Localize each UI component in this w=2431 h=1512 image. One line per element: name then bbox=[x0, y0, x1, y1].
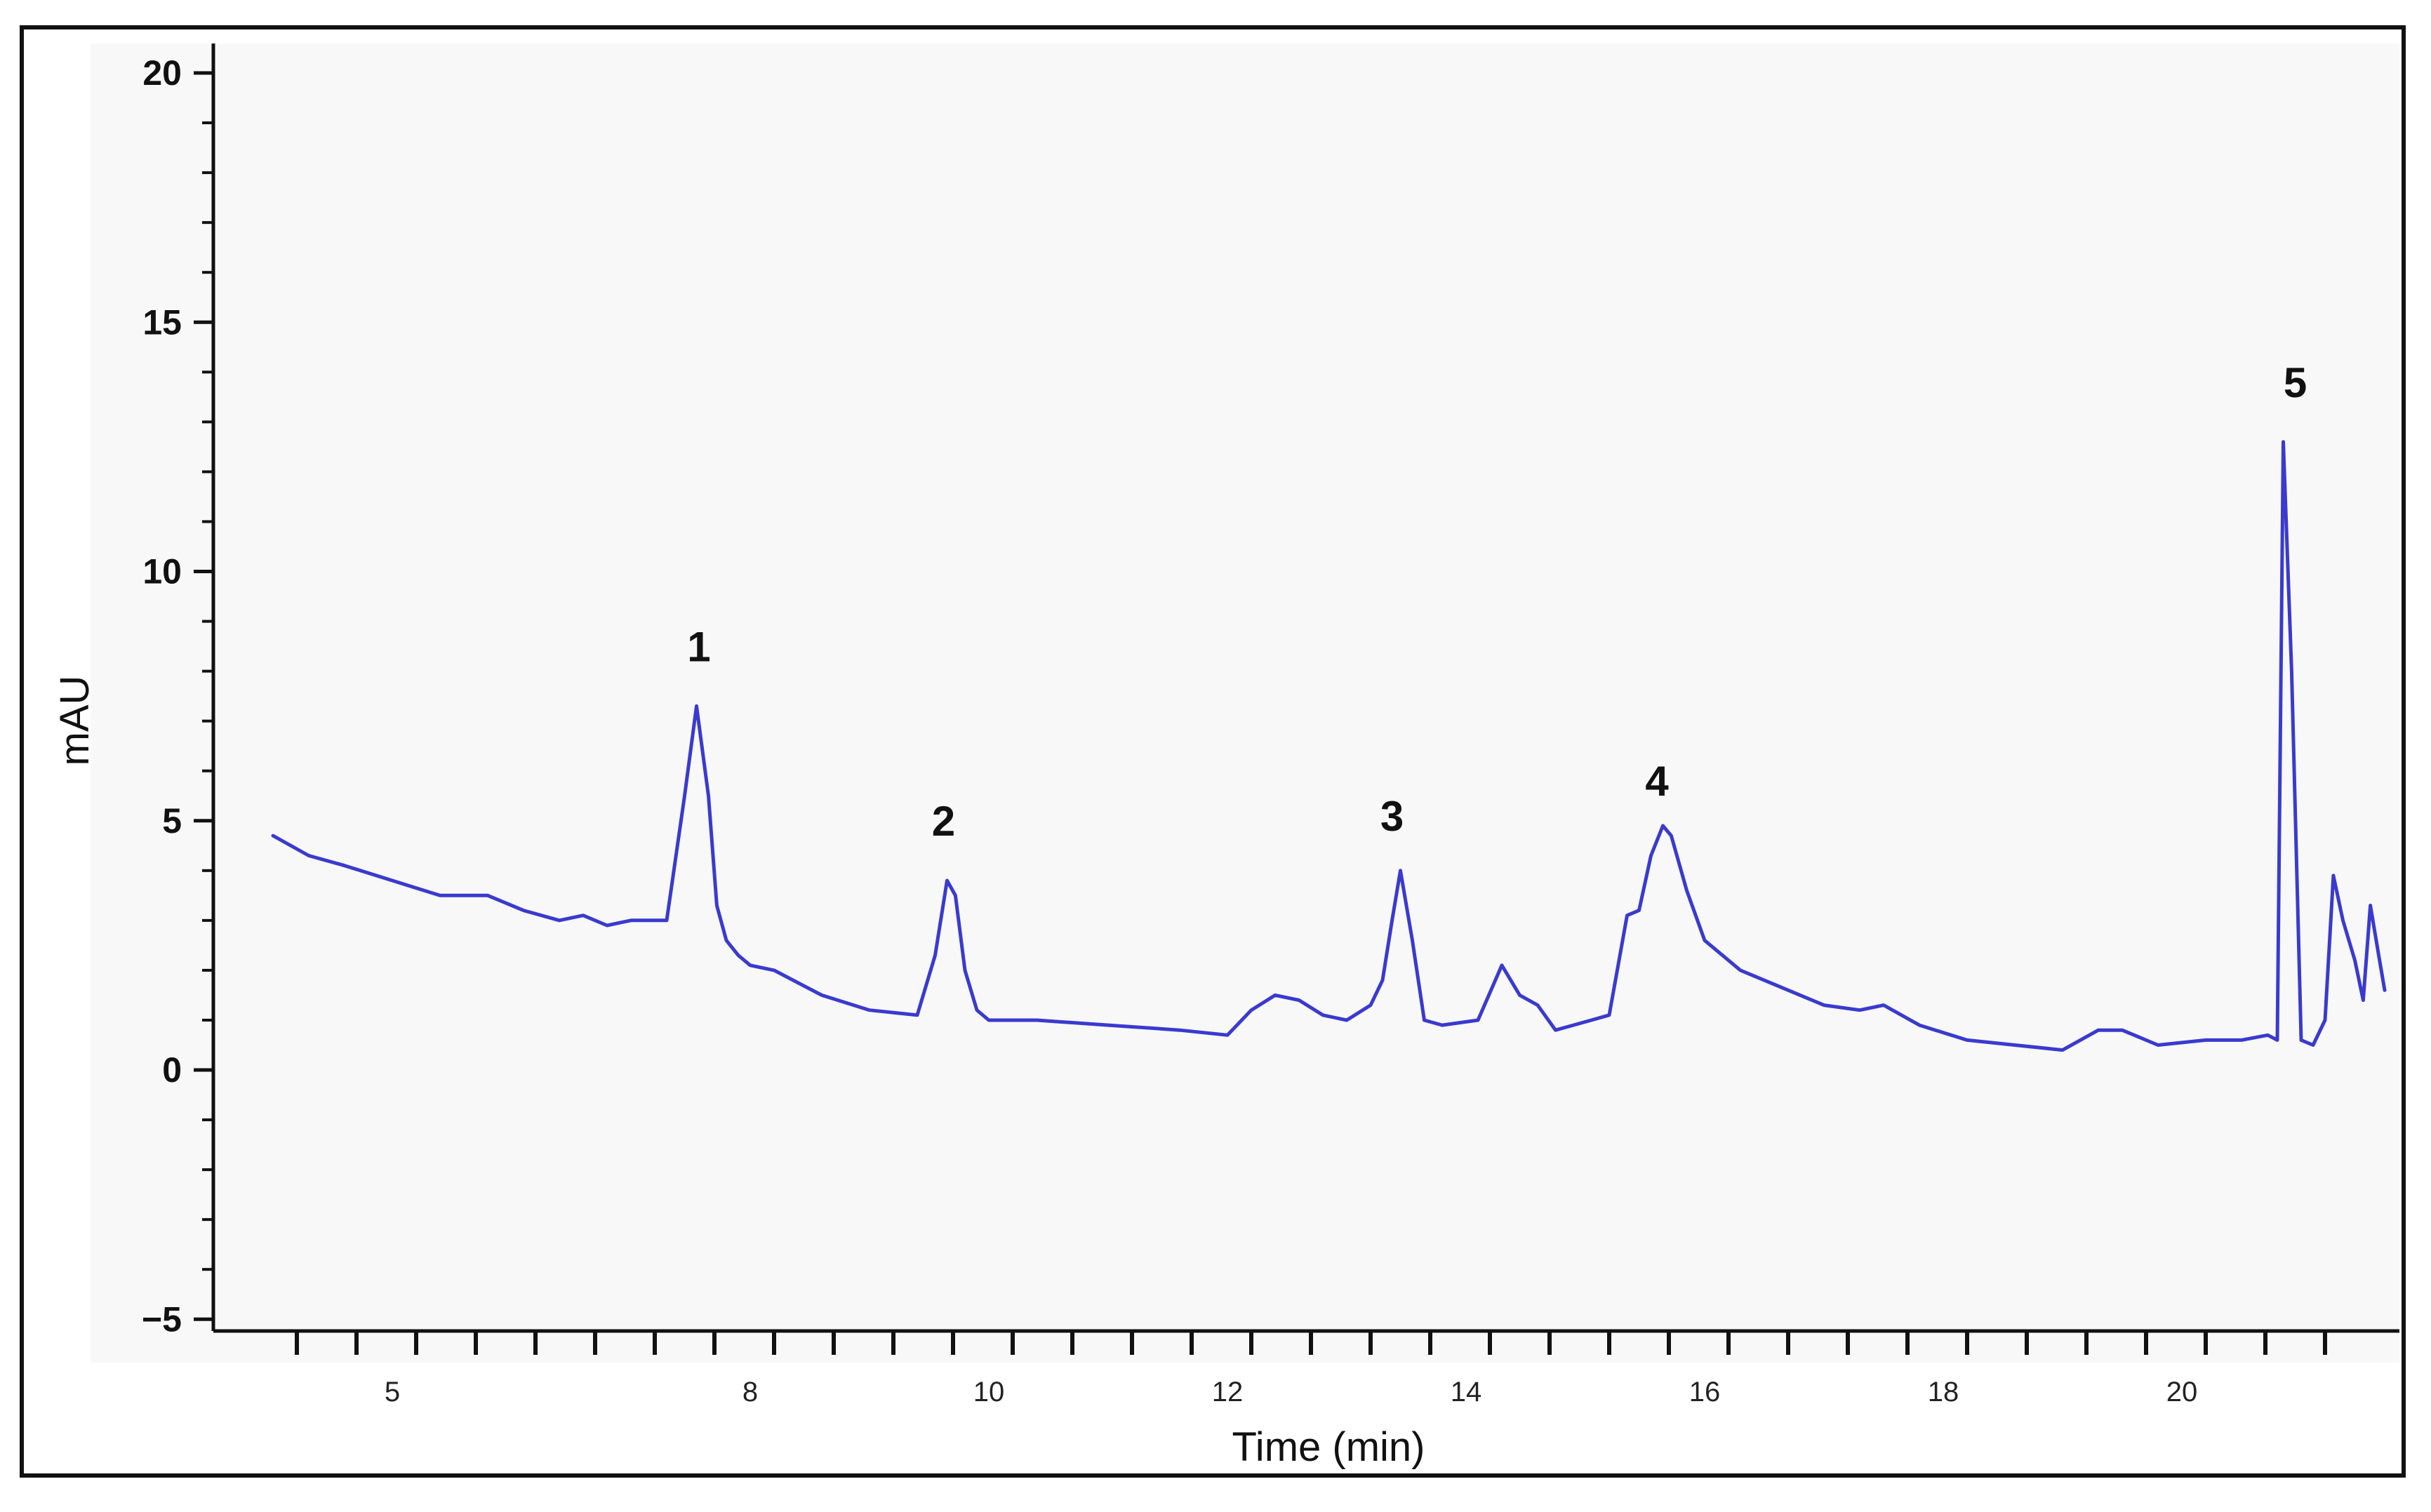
plot-background bbox=[91, 44, 2399, 1363]
series-line bbox=[271, 440, 2387, 1052]
peak-label-1: 1 bbox=[687, 623, 710, 670]
y-tick-label: −5 bbox=[142, 1299, 182, 1339]
peak-label-5: 5 bbox=[2284, 359, 2307, 406]
y-tick-label: 0 bbox=[162, 1050, 182, 1090]
y-axis: −5 0 5 10 15 20 bbox=[142, 44, 215, 1339]
y-tick-label: 15 bbox=[142, 302, 182, 342]
x-axis-title: Time (min) bbox=[1232, 1424, 1425, 1470]
y-axis-title: mAU bbox=[52, 676, 98, 766]
y-tick-label: 5 bbox=[162, 801, 182, 841]
peak-label-4: 4 bbox=[1645, 758, 1669, 805]
x-tick-label: 20 bbox=[2166, 1377, 2198, 1407]
peak-label-3: 3 bbox=[1380, 793, 1404, 840]
x-tick-label: 16 bbox=[1689, 1377, 1721, 1407]
x-tick-label: 10 bbox=[973, 1377, 1005, 1407]
y-tick-label: 10 bbox=[142, 552, 182, 591]
series-layer bbox=[271, 440, 2387, 1052]
peak-label-2: 2 bbox=[932, 798, 955, 845]
y-tick-label: 20 bbox=[142, 53, 182, 93]
x-axis: 5 8 10 12 14 16 18 20 bbox=[213, 1329, 2399, 1407]
x-tick-label: 12 bbox=[1212, 1377, 1244, 1407]
x-tick-label: 8 bbox=[742, 1377, 758, 1407]
annotation-layer: 1 2 3 4 5 bbox=[687, 359, 2307, 845]
x-tick-label: 5 bbox=[385, 1377, 400, 1407]
x-tick-label: 18 bbox=[1928, 1377, 1959, 1407]
x-tick-label: 14 bbox=[1451, 1377, 1482, 1407]
